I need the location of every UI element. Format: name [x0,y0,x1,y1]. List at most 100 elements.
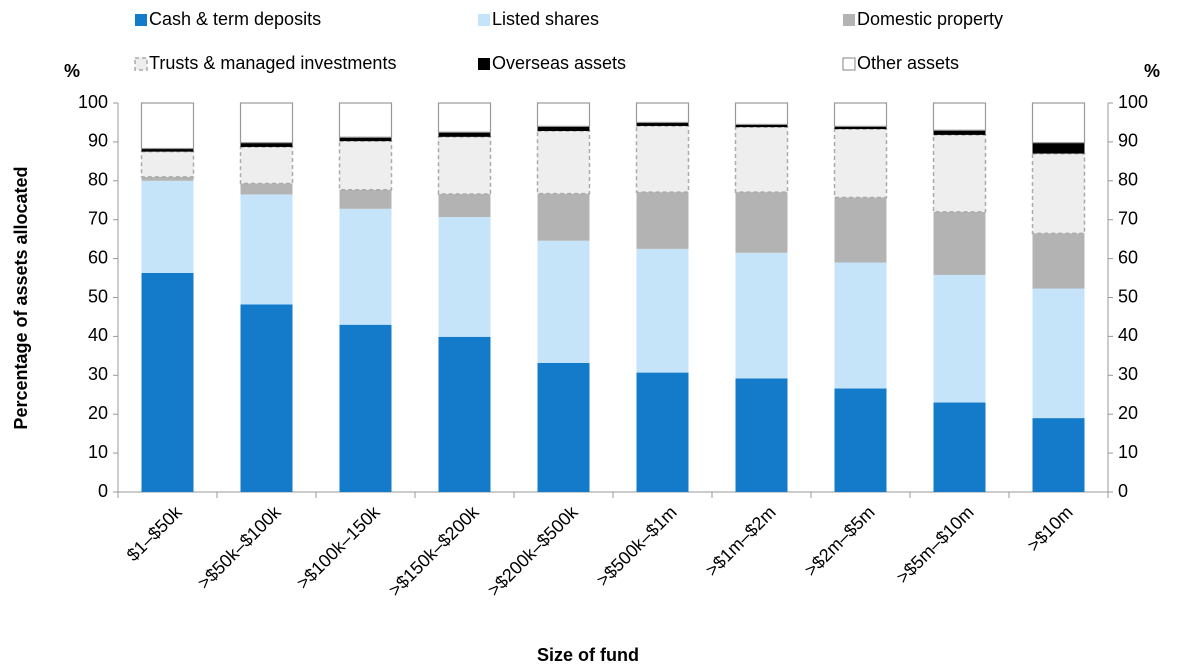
bar-segment [635,125,690,193]
legend-swatch [478,14,490,26]
y-tick-label: 60 [88,247,108,267]
y2-tick-label: 40 [1118,325,1138,345]
bar-segment [141,272,194,492]
bar-segment [438,194,491,217]
bar-segment [933,211,986,275]
y-tick-label: 70 [88,208,108,228]
legend-swatch [135,14,147,26]
bar-segment [537,126,590,132]
bar-segment [240,183,293,195]
y2-tick-label: 70 [1118,208,1138,228]
bar-segment [239,146,294,185]
bar-segment [537,193,590,241]
legend-swatch [134,57,148,71]
y-tick-label: 30 [88,364,108,384]
bar-segment [734,126,789,193]
legend-label: Trusts & managed investments [149,53,396,73]
bar-segment [339,208,392,325]
bar-segment [636,192,689,249]
bar-segment [141,180,194,273]
bar-segment [932,134,987,213]
bar-segment [338,140,393,191]
bar-segment [735,124,788,128]
y-tick-label: 50 [88,286,108,306]
bar-segment [735,252,788,379]
bar-segment [536,130,591,195]
bar-segment [734,102,789,125]
y-tick-label: 100 [78,92,108,112]
bar-segment [537,362,590,492]
y-tick-label: 90 [88,131,108,151]
bar-segment [932,102,987,131]
bar-segment [240,194,293,305]
bar-segment [140,102,195,150]
bar-segment [834,197,887,263]
bar-segment [1032,418,1085,492]
bar-segment [437,136,492,195]
bar-segment [635,102,690,124]
y-tick-label: 40 [88,325,108,345]
bar-segment [933,274,986,403]
bar-segment [636,372,689,492]
bar-segment [636,122,689,126]
bar-segment [1031,102,1086,144]
bar-segment [240,142,293,147]
x-tick-label: >$2m–$5m [801,502,879,580]
x-tick-label: $1–$50k [123,501,187,565]
bar-segment [1032,288,1085,419]
y2-tick-label: 90 [1118,131,1138,151]
bar-segment [833,128,888,199]
y-tick-label: 10 [88,442,108,462]
bar-segment [833,102,888,127]
y2-tick-label: 30 [1118,364,1138,384]
bar-segment [834,388,887,492]
bar-segment [1031,152,1086,235]
x-tick-label: >$500k–$1m [593,502,681,590]
legend-label: Overseas assets [492,53,626,73]
y2-tick-label: 0 [1118,481,1128,501]
x-tick-label: >$200k–$500k [484,501,583,600]
bar-segment [933,402,986,492]
y-unit: % [64,61,80,81]
bar-segment [338,102,393,138]
legend-label: Other assets [857,53,959,73]
bar-segment [735,378,788,492]
bar-segment [1032,233,1085,289]
legend-swatch [478,58,490,70]
legend-swatch [842,57,856,71]
bar-segment [834,262,887,389]
bar-segment [240,304,293,492]
x-tick-label: >$150k–$200k [385,501,484,600]
bar-segment [536,102,591,127]
bar-segment [437,102,492,133]
x-tick-label: >$1m–$2m [702,502,780,580]
bar-segment [141,148,194,152]
y2-tick-label: 100 [1118,92,1148,112]
y2-tick-label: 20 [1118,403,1138,423]
bar-segment [339,189,392,209]
y2-tick-label: 80 [1118,170,1138,190]
bar-segment [636,248,689,373]
y2-tick-label: 60 [1118,247,1138,267]
bar-segment [438,132,491,137]
bar-segment [339,324,392,492]
bar-segment [537,240,590,363]
bar-segment [140,150,195,178]
bar-segment [339,137,392,142]
bar-segment [141,176,194,181]
x-tick-label: >$100k–150k [293,501,385,593]
x-tick-label: >$50k–$100k [194,501,286,593]
bar-segment [1032,142,1085,154]
legend-label: Cash & term deposits [149,9,321,29]
legend-label: Domestic property [857,9,1003,29]
x-tick-label: >$10m [1023,502,1076,555]
legend-swatch [843,14,855,26]
x-axis-title: Size of fund [537,645,639,665]
y-axis-title: Percentage of assets allocated [11,166,31,429]
y-tick-label: 80 [88,170,108,190]
legend-label: Listed shares [492,9,599,29]
x-tick-label: >$5m–$10m [892,502,977,587]
bar-segment [933,130,986,135]
bar-segment [438,336,491,492]
